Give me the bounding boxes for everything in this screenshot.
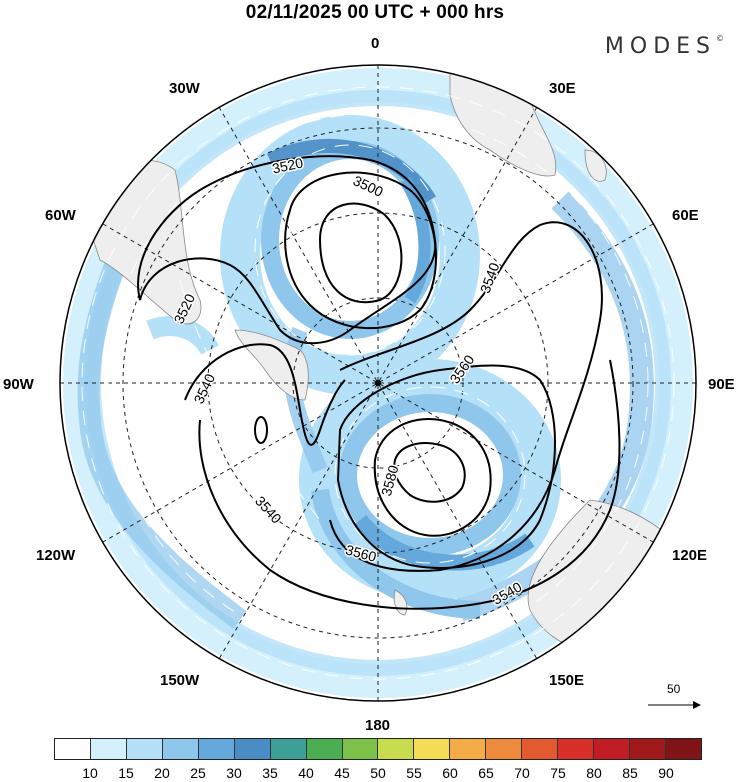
- colorbar-tick-label: 55: [406, 765, 422, 781]
- contour-3540-left: [184, 343, 346, 446]
- colorbar-tick-label: 15: [118, 765, 134, 781]
- polar-map: 3520 3500 3520 3540 3540 3560 3580 3540 …: [59, 64, 701, 709]
- colorbar-tick-label: 10: [82, 765, 98, 781]
- lon-label-150e: 150E: [549, 672, 585, 689]
- contour-3520-upper: [284, 171, 437, 330]
- lon-label-150w: 150W: [160, 672, 200, 689]
- colorbar-swatch: [342, 739, 379, 759]
- brand-text: MODES: [604, 34, 716, 59]
- map-title: 02/11/2025 00 UTC + 000 hrs: [245, 2, 505, 23]
- colorbar-tick-label: 20: [154, 765, 170, 781]
- colorbar-swatch: [55, 739, 91, 759]
- colorbar-tick-label: 50: [370, 765, 386, 781]
- land-antarctic-peninsula: [234, 329, 309, 401]
- lon-label-30e: 30E: [549, 80, 576, 97]
- contour-3540-right: [329, 221, 603, 572]
- colorbar-swatch: [198, 739, 235, 759]
- colorbar-swatch: [234, 739, 271, 759]
- colorbar-swatch: [450, 739, 487, 759]
- colorbar-swatch: [486, 739, 523, 759]
- colorbar-swatch: [630, 739, 666, 759]
- graticule: [60, 65, 696, 701]
- lon-label-120w: 120W: [36, 547, 76, 564]
- colorbar-tick-label: 85: [622, 765, 638, 781]
- land-madagascar: [584, 149, 607, 182]
- colorbar-tick-label: 70: [514, 765, 530, 781]
- colorbar-tick-label: 25: [190, 765, 206, 781]
- colorbar-tick-label: 75: [550, 765, 566, 781]
- reference-vector-label: 50: [667, 682, 681, 696]
- colorbar-swatch: [90, 739, 127, 759]
- brand-logo: MODES©: [605, 34, 724, 59]
- colorbar-tick-label: 45: [334, 765, 350, 781]
- colorbar-swatch: [126, 739, 163, 759]
- colorbar-tick-label: 30: [226, 765, 242, 781]
- colorbar-swatch: [522, 739, 559, 759]
- colorbar-tick-label: 65: [478, 765, 494, 781]
- colorbar: [54, 738, 702, 760]
- contour-3560: [336, 364, 556, 569]
- colorbar-swatch: [270, 739, 307, 759]
- brand-mark: ©: [716, 34, 724, 43]
- colorbar-swatch: [414, 739, 451, 759]
- colorbar-swatch: [306, 739, 343, 759]
- colorbar-tick-label: 60: [442, 765, 458, 781]
- colorbar-tick-label: 35: [262, 765, 278, 781]
- contour-3600: [393, 442, 466, 503]
- map-border: [59, 64, 697, 702]
- contour-3540-outer: [198, 359, 621, 610]
- colorbar-swatch: [594, 739, 630, 759]
- lon-label-180: 180: [365, 717, 391, 734]
- colorbar-swatch: [378, 739, 415, 759]
- lon-label-30w: 30W: [169, 80, 200, 97]
- colorbar-swatch: [162, 739, 199, 759]
- lon-label-0: 0: [371, 35, 380, 52]
- colorbar-ticks: 10 15 20 25 30 35 40 45 50 55 60 65 70 75 80 85 90: [0, 765, 750, 782]
- height-contours: [137, 155, 621, 610]
- lon-label-90e: 90E: [708, 376, 735, 393]
- contour-3520-outer: [137, 155, 437, 345]
- colorbar-swatch: [558, 739, 595, 759]
- contour-3580: [373, 418, 492, 537]
- contour-3500: [318, 202, 403, 304]
- colorbar-tick-label: 80: [586, 765, 602, 781]
- colorbar-tick-label: 40: [298, 765, 314, 781]
- contour-small: [254, 416, 268, 444]
- lon-label-60e: 60E: [672, 207, 699, 224]
- lon-label-60w: 60W: [45, 207, 76, 224]
- lon-label-90w: 90W: [3, 376, 34, 393]
- colorbar-tick-label: 90: [658, 765, 674, 781]
- south-pole-marker: [375, 380, 381, 386]
- colorbar-swatch: [665, 739, 701, 759]
- lon-label-120e: 120E: [672, 547, 708, 564]
